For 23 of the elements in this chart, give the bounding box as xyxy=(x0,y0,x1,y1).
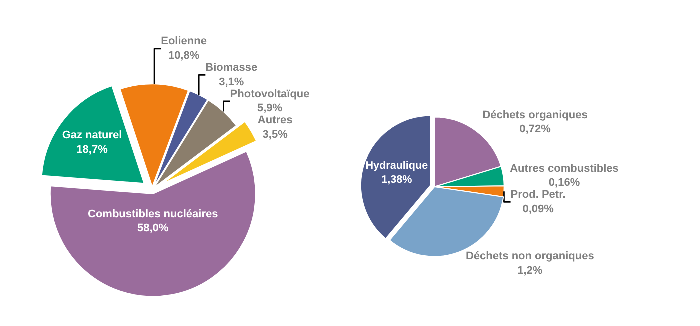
data-label: 0,09% xyxy=(522,203,554,216)
slice-label: Prod. Petr. xyxy=(510,189,566,202)
slice-label: Déchets non organiques xyxy=(466,250,594,263)
data-label: 1,38% xyxy=(382,174,413,186)
slice-label: Hydraulique xyxy=(366,160,428,172)
data-label: 0,72% xyxy=(520,124,552,136)
slice-label: Photovoltaïque xyxy=(230,88,310,100)
slice-label: Autres xyxy=(258,114,293,127)
pie-slice xyxy=(360,115,432,240)
slice-label: Combustibles nucléaires xyxy=(88,208,218,220)
slice-label: Gaz naturel xyxy=(62,130,122,142)
slice-label: Biomasse xyxy=(206,62,258,74)
slice-label: Déchets organiques xyxy=(482,109,588,122)
data-label: 10,8% xyxy=(168,50,200,62)
data-label: 18,7% xyxy=(76,144,108,156)
data-label: 3,5% xyxy=(262,128,288,141)
slice-label: Autres combustibles xyxy=(510,162,619,175)
data-label: 58,0% xyxy=(138,222,169,235)
slice-label: Eolienne xyxy=(161,36,207,48)
data-label: 3,1% xyxy=(219,76,244,88)
data-label: 0,16% xyxy=(548,177,580,190)
data-label: 5,9% xyxy=(257,102,283,115)
data-label: 1,2% xyxy=(518,264,543,277)
